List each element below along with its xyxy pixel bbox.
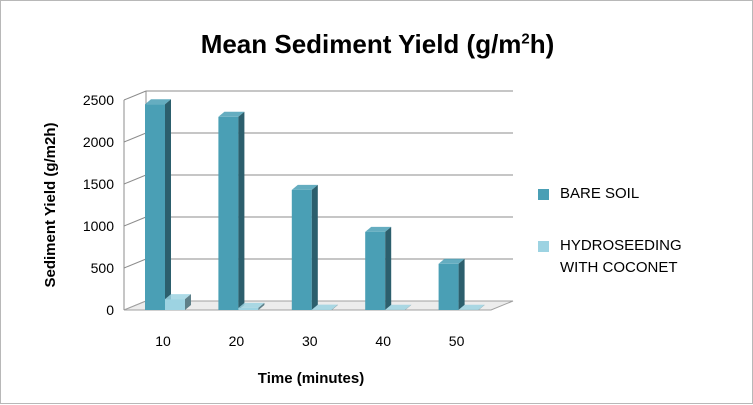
bar-side: [312, 185, 318, 310]
bar-side: [165, 99, 171, 310]
bar: [365, 232, 385, 310]
y-tick-label: 1500: [83, 176, 114, 192]
side-wall-line: [124, 259, 146, 268]
bar: [292, 190, 312, 310]
legend-label-hydroseeding: HYDROSEEDING WITH COCONET: [560, 237, 682, 276]
y-tick-label: 0: [106, 302, 114, 318]
side-wall-line: [124, 133, 146, 142]
bar-side: [385, 227, 391, 310]
legend-swatch-hydroseeding: [538, 241, 549, 252]
x-tick-label: 30: [302, 333, 318, 349]
bar: [165, 299, 185, 310]
x-tick-label: 20: [229, 333, 245, 349]
x-tick-label: 40: [375, 333, 391, 349]
legend-item-hydroseeding: HYDROSEEDING WITH COCONET: [538, 235, 710, 279]
legend-swatch-bare-soil: [538, 189, 549, 200]
x-tick-label: 10: [155, 333, 171, 349]
y-tick-label: 2000: [83, 134, 114, 150]
y-tick-label: 500: [91, 260, 115, 276]
legend-item-bare-soil: BARE SOIL: [538, 183, 710, 205]
side-wall-line: [124, 217, 146, 226]
side-wall-line: [124, 91, 146, 100]
x-axis-title: Time (minutes): [258, 370, 364, 387]
bar-side: [459, 259, 465, 310]
bar: [218, 117, 238, 310]
bar: [439, 264, 459, 310]
bar: [145, 104, 165, 310]
y-tick-label: 1000: [83, 218, 114, 234]
y-tick-label: 2500: [83, 92, 114, 108]
chart-legend: BARE SOIL HYDROSEEDING WITH COCONET: [538, 183, 710, 309]
y-axis-title: Sediment Yield (g/m2h): [42, 122, 59, 287]
bar: [238, 308, 258, 310]
side-wall-line: [124, 175, 146, 184]
legend-label-bare-soil: BARE SOIL: [560, 185, 639, 202]
x-tick-label: 50: [449, 333, 465, 349]
bar-side: [238, 112, 244, 310]
